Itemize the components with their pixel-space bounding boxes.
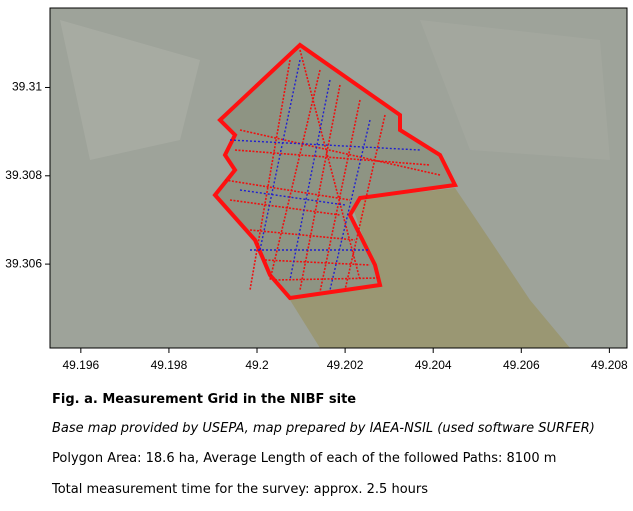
survey-paths (224, 49, 441, 293)
plot-frame (49, 7, 628, 349)
x-tick-label: 49.206 (503, 358, 540, 372)
caption-line: Total measurement time for the survey: a… (52, 482, 429, 497)
x-tick-label: 49.202 (327, 358, 364, 372)
lake (290, 188, 570, 348)
y-tick-label: 39.308 (5, 168, 42, 182)
y-tick-label: 39.31 (12, 80, 42, 94)
x-tick-label: 49.208 (591, 358, 628, 372)
survey-paths-blue (229, 59, 421, 291)
map-plot: 49.196 49.198 49.2 49.202 49.204 49.206 49.208… (5, 7, 628, 372)
caption-line: Base map provided by USEPA, map prepared… (52, 421, 595, 436)
terrain (420, 20, 610, 160)
x-tick-label: 49.198 (151, 358, 188, 372)
y-tick-label: 39.306 (5, 256, 42, 270)
survey-polygon (212, 42, 459, 301)
x-tick-label: 49.196 (62, 358, 99, 372)
caption-line: Polygon Area: 18.6 ha, Average Length of… (52, 451, 557, 466)
x-tick-label: 49.2 (245, 358, 269, 372)
x-tick-label: 49.204 (415, 358, 452, 372)
caption-title: Fig. a. Measurement Grid in the NIBF sit… (52, 392, 357, 407)
terrain (60, 20, 200, 160)
